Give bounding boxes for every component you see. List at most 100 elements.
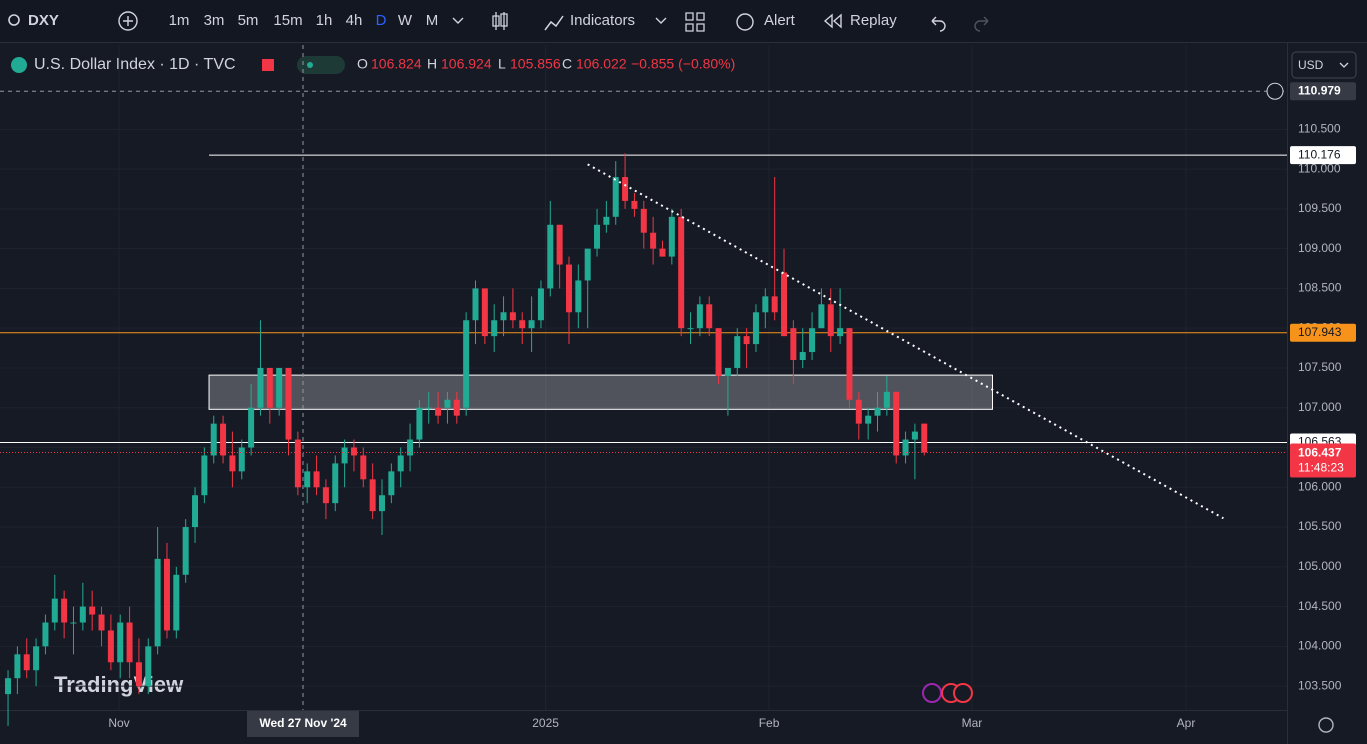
candle-body [855,399,862,424]
candle-body [89,606,96,615]
y-tick-label: 106.000 [1298,479,1342,493]
legend-label: L [498,56,506,72]
interval-button[interactable]: 15m [273,12,302,29]
currency[interactable]: USD [1298,58,1324,72]
candle-body [210,423,217,456]
legend-value: 105.856 [510,56,561,72]
status-pill [297,56,345,74]
candle-body [42,622,49,647]
candle-body [650,232,657,249]
candle-body [799,352,806,360]
interval-button[interactable]: 4h [346,12,363,29]
candle-body [313,471,320,488]
candle-body [696,304,703,329]
legend-value: 106.924 [441,56,492,72]
indicators-icon [544,15,564,31]
candle-body [481,288,488,337]
symbol[interactable]: DXY [28,12,59,29]
redo[interactable] [974,16,989,32]
interval-button[interactable]: 1h [316,12,333,29]
candle-body [435,407,442,416]
replay-button[interactable]: Replay [850,12,897,29]
candle-body [921,423,928,453]
interval-button[interactable]: M [426,12,439,29]
candle-body [565,264,572,313]
add-symbol-plus [123,16,133,26]
replay-icon [823,13,842,29]
interval-button[interactable]: 5m [238,12,259,29]
candle-body [5,678,12,695]
candle-body [500,312,507,321]
candle-body [902,439,909,456]
indicators-button[interactable]: Indicators [570,12,635,29]
event-icon[interactable] [922,683,942,703]
currency-box[interactable] [1291,51,1357,79]
candle-body [220,423,227,456]
candle-body [883,391,890,408]
candle-body [837,328,844,337]
candle-body [603,216,610,225]
search-icon[interactable] [8,14,20,26]
crosshair-price: 110.979 [1298,83,1341,97]
crosshair-add[interactable] [1266,82,1284,100]
candle-body [173,574,180,631]
crosshair-price-bg [1290,82,1356,101]
candle-body [762,296,769,313]
interval-button[interactable]: 1m [169,12,190,29]
candle-body [304,471,311,488]
chart-type[interactable] [492,12,508,30]
candle-body [425,407,432,409]
y-tick-label: 108.500 [1298,281,1342,295]
settings[interactable] [1318,717,1334,733]
candle-body [893,391,900,456]
candle-body [285,367,292,440]
symbol-logo [11,57,27,73]
candle-body [687,328,694,330]
countdown: 11:48:23 [1298,461,1344,475]
candle-body [33,646,40,671]
candle-body [453,399,460,416]
zone [208,374,994,410]
interval-button[interactable]: 3m [204,12,225,29]
line-price-bg [1290,323,1356,342]
candle-body [519,320,526,329]
candle-body [341,447,348,464]
interval-button[interactable]: D [376,12,387,29]
candle-body [266,367,273,408]
candle-body [163,558,170,631]
legend-values: O 106.824 H 106.924 L 105.856 C 106.022 −0.855 (… [357,56,735,72]
interval-menu[interactable] [452,17,464,24]
candle-body [182,527,189,575]
candle-body [846,328,853,400]
candle-body [771,296,778,313]
candle-body [98,614,105,631]
interval-button[interactable]: W [398,12,413,29]
candle-body [715,328,722,376]
candle-body [388,471,395,496]
alert-button[interactable]: Alert [764,12,796,29]
candle-body [135,662,142,687]
candle-body [145,646,152,687]
candle-body [659,248,666,257]
candle-body [594,224,601,249]
candle-body [70,622,77,624]
indicators-menu[interactable] [655,17,667,24]
candle-body [350,447,357,456]
candle-body [257,367,264,408]
add-symbol[interactable] [118,11,138,31]
event-icon[interactable] [953,683,973,703]
layouts[interactable] [685,12,705,32]
y-tick-label: 105.000 [1298,559,1342,573]
legend-label: O [357,56,368,72]
candle-body [584,248,591,281]
candle-body [23,654,30,671]
candle-body [706,304,713,329]
candle-body [416,407,423,440]
flag[interactable] [262,59,274,71]
undo[interactable] [931,16,946,32]
candle-body [276,367,283,408]
candle-body [248,407,255,448]
candle-body [61,598,68,623]
